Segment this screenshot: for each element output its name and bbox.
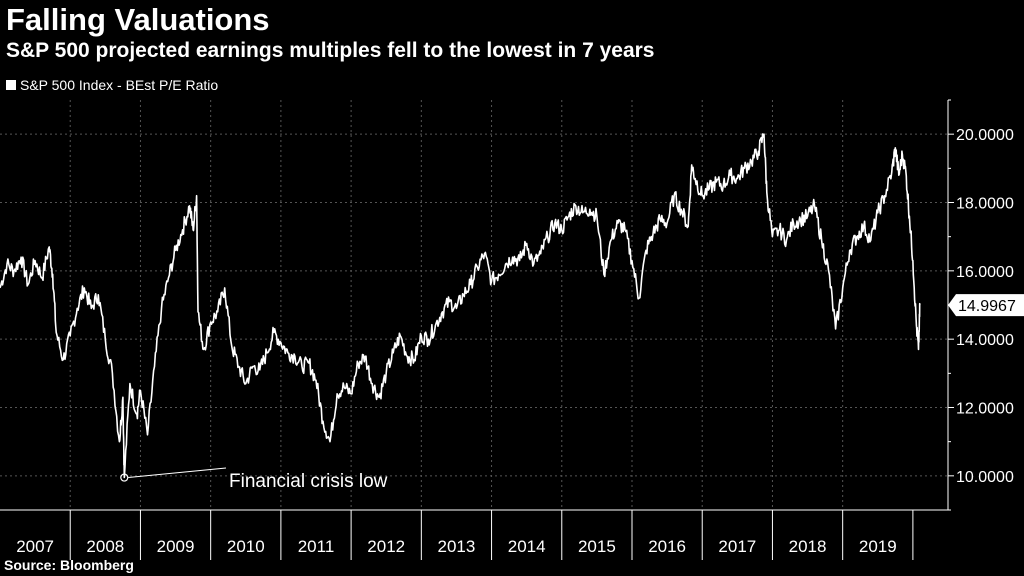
legend-label: S&P 500 Index - BEst P/E Ratio xyxy=(20,77,219,93)
x-tick-label: 2016 xyxy=(648,537,686,556)
x-tick-label: 2010 xyxy=(227,537,265,556)
series-group xyxy=(0,133,921,479)
chart-title: Falling Valuations xyxy=(6,2,270,37)
annotation-marker xyxy=(120,473,129,482)
y-tick-label: 10.0000 xyxy=(956,469,1014,486)
source-note: Source: Bloomberg xyxy=(4,557,134,573)
x-tick-label: 2011 xyxy=(298,537,335,556)
series-line xyxy=(0,133,921,479)
x-tick-label: 2012 xyxy=(367,537,405,556)
y-tick-label: 18.0000 xyxy=(956,196,1014,213)
legend: S&P 500 Index - BEst P/E Ratio xyxy=(6,77,218,93)
last-value-label: 14.9967 xyxy=(958,298,1016,315)
x-tick-label: 2013 xyxy=(438,537,476,556)
annotations: Financial crisis low xyxy=(120,467,388,492)
y-tick-label: 20.0000 xyxy=(956,127,1014,144)
y-tick-label: 14.0000 xyxy=(956,332,1014,349)
x-tick-label: 2014 xyxy=(508,537,546,556)
y-axis: 10.0000 12.0000 14.0000 16.0000 18.0000 20.00… xyxy=(947,99,1014,511)
x-axis: 2007 2008 2009 2010 2011 2012 2013 2014 2015 2016… xyxy=(0,509,948,560)
y-tick-label: 16.0000 xyxy=(956,264,1014,281)
last-value-marker: 14.9967 xyxy=(948,294,1024,317)
y-tick-label: 12.0000 xyxy=(956,401,1014,418)
x-tick-label: 2017 xyxy=(718,537,756,556)
grid-lines xyxy=(0,100,948,510)
x-tick-label: 2009 xyxy=(157,537,195,556)
last-value-tag xyxy=(948,294,1024,317)
annotation-label: Financial crisis low xyxy=(229,471,388,492)
x-tick-label: 2018 xyxy=(789,537,827,556)
x-tick-label: 2007 xyxy=(16,537,54,556)
x-tick-label: 2008 xyxy=(86,537,124,556)
chart-subtitle: S&P 500 projected earnings multiples fel… xyxy=(6,39,655,62)
legend-swatch xyxy=(6,80,16,90)
x-tick-label: 2015 xyxy=(578,537,616,556)
x-tick-label: 2019 xyxy=(859,537,897,556)
annotation-leader xyxy=(128,467,227,479)
